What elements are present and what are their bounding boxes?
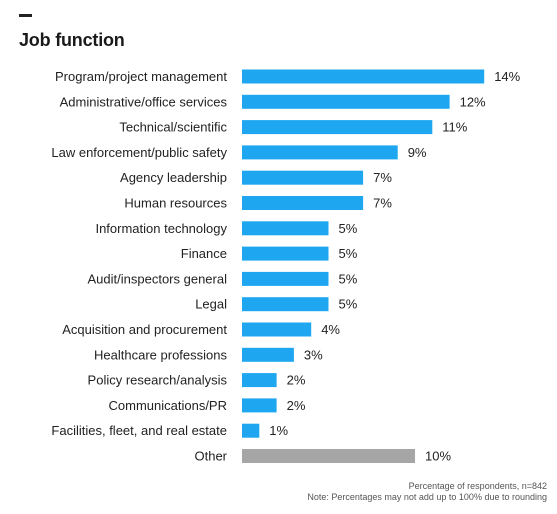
bar <box>242 170 364 185</box>
bar-other <box>242 449 415 463</box>
bar <box>242 120 433 135</box>
title-accent-dash <box>19 14 32 17</box>
bar <box>242 297 329 312</box>
bar <box>242 145 398 160</box>
category-label: Communications/PR <box>109 398 228 413</box>
bar <box>242 423 260 438</box>
bar <box>242 373 277 388</box>
footnote-rounding-note: Note: Percentages may not add up to 100%… <box>307 492 547 502</box>
value-label: 7% <box>373 170 392 185</box>
value-label: 3% <box>304 347 323 362</box>
category-label: Finance <box>181 246 227 261</box>
footnote-sample-size: Percentage of respondents, n=842 <box>408 481 547 491</box>
category-label: Program/project management <box>55 69 227 84</box>
category-label: Acquisition and procurement <box>62 322 227 337</box>
value-label: 9% <box>408 145 427 160</box>
category-label: Technical/scientific <box>119 120 227 135</box>
category-label: Human resources <box>124 196 227 211</box>
bar-chart: Program/project management 14% Administrat… <box>51 69 520 464</box>
bar <box>242 246 329 261</box>
bar <box>242 196 364 210</box>
category-label: Agency leadership <box>120 170 227 185</box>
value-label: 5% <box>339 271 358 286</box>
value-label: 5% <box>339 221 358 236</box>
category-label: Healthcare professions <box>94 347 227 362</box>
bar <box>242 271 329 286</box>
category-label: Legal <box>195 297 227 312</box>
category-label: Information technology <box>95 221 227 236</box>
category-label: Other <box>194 449 227 464</box>
value-label: 2% <box>287 373 306 388</box>
chart-title: Job function <box>19 30 125 50</box>
category-label: Administrative/office services <box>60 94 228 109</box>
bar <box>242 322 312 337</box>
value-label: 4% <box>321 322 340 337</box>
category-label: Law enforcement/public safety <box>51 145 227 160</box>
value-label: 7% <box>373 196 392 211</box>
bar <box>242 69 485 84</box>
value-label: 12% <box>460 94 486 109</box>
bar <box>242 94 450 109</box>
bar <box>242 398 277 413</box>
value-label: 10% <box>425 449 451 464</box>
value-label: 1% <box>269 423 288 438</box>
value-label: 5% <box>339 297 358 312</box>
category-label: Audit/inspectors general <box>88 271 228 286</box>
bar <box>242 221 329 236</box>
value-label: 5% <box>339 246 358 261</box>
category-label: Policy research/analysis <box>88 373 228 388</box>
bar <box>242 347 294 362</box>
value-label: 14% <box>494 69 520 84</box>
value-label: 11% <box>442 120 467 135</box>
category-label: Facilities, fleet, and real estate <box>51 423 227 438</box>
value-label: 2% <box>287 398 306 413</box>
